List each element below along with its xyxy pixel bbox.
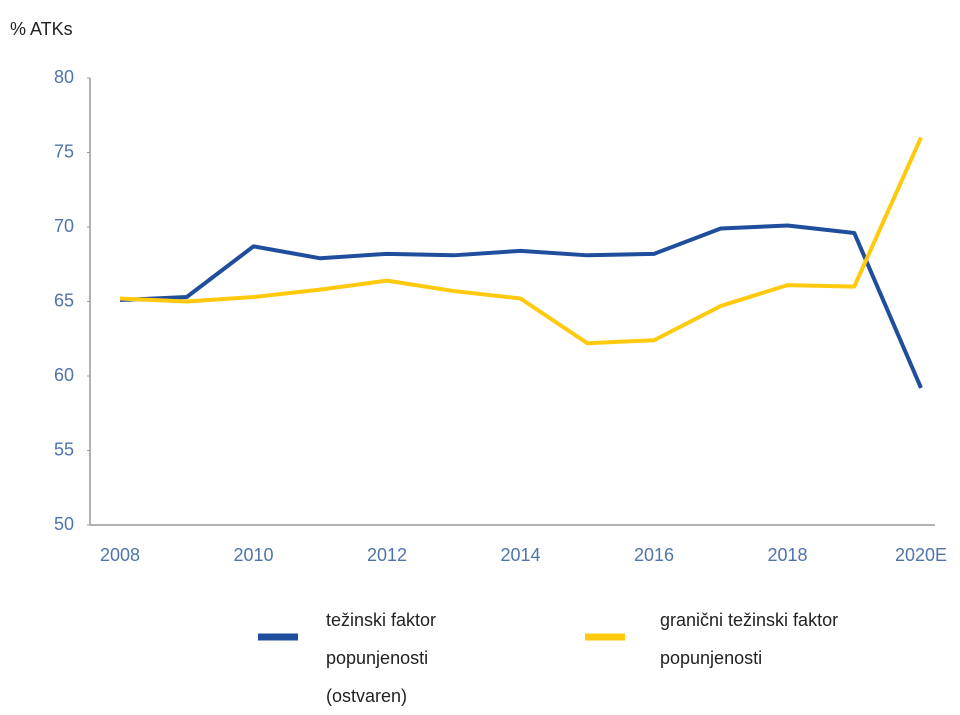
x-tick-label: 2016	[634, 545, 674, 565]
y-tick-label: 70	[54, 216, 74, 236]
y-tick-label: 55	[54, 439, 74, 459]
y-tick-label: 65	[54, 290, 74, 310]
legend-label: težinski faktor popunjenosti (ostvaren)	[326, 610, 437, 706]
x-tick-label: 2020E	[895, 545, 947, 565]
y-axis-label: % ATKs	[10, 19, 73, 39]
series-line	[119, 136, 923, 346]
x-tick-label: 2008	[100, 545, 140, 565]
legend-label: granični težinski faktor popunjenosti	[660, 610, 839, 668]
x-tick-label: 2010	[233, 545, 273, 565]
y-tick-label: 75	[54, 141, 74, 161]
y-tick-label: 80	[54, 67, 74, 87]
series-line	[119, 223, 923, 389]
x-tick-label: 2014	[500, 545, 540, 565]
y-tick-label: 60	[54, 365, 74, 385]
x-tick-label: 2012	[367, 545, 407, 565]
y-tick-label: 50	[54, 514, 74, 534]
x-tick-label: 2018	[767, 545, 807, 565]
